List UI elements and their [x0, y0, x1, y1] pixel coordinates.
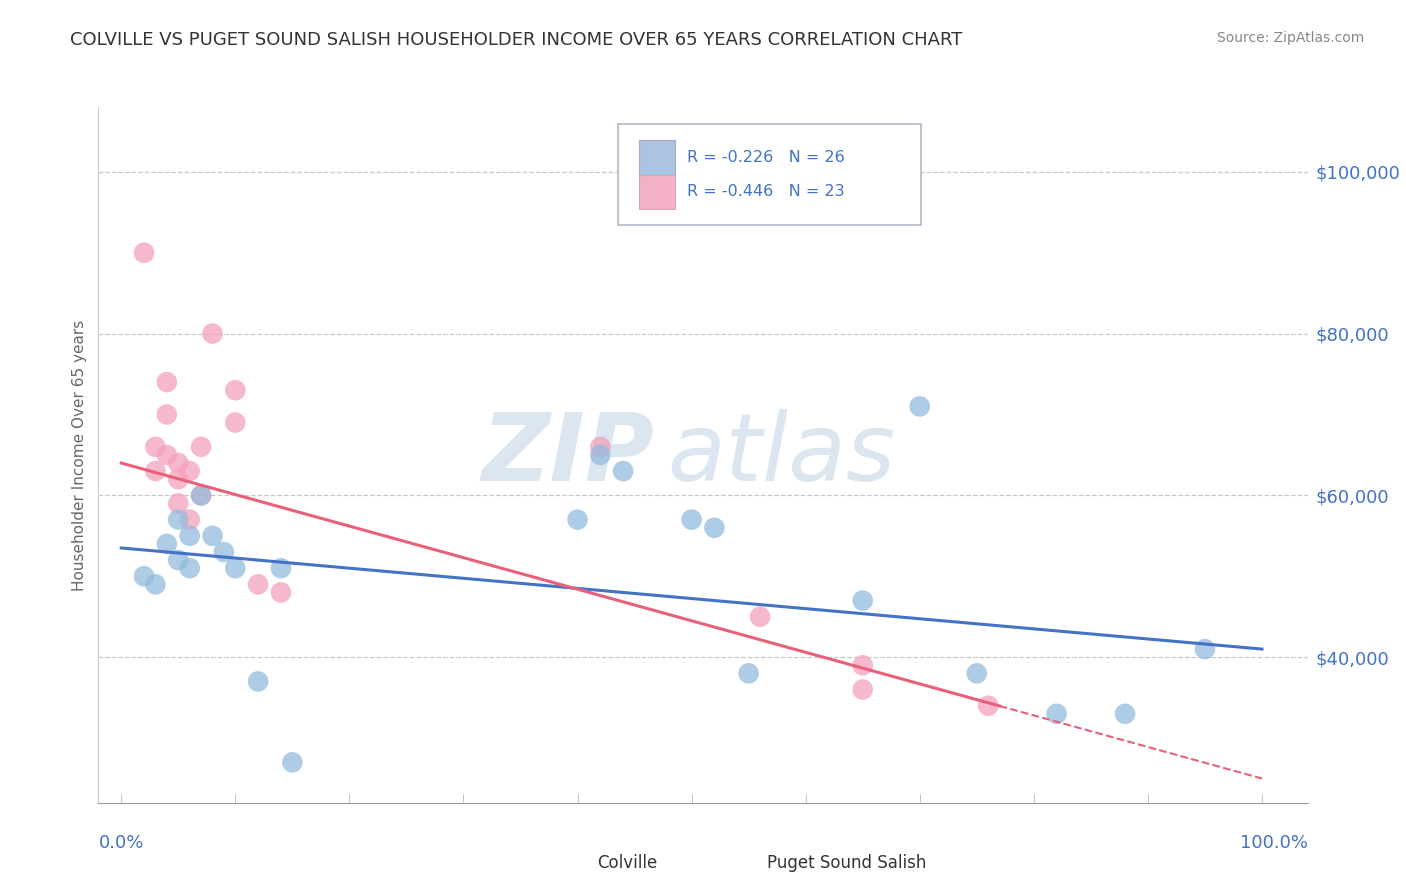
- Point: [167, 456, 190, 470]
- Point: [1114, 706, 1136, 721]
- Point: [1046, 706, 1069, 721]
- FancyBboxPatch shape: [638, 175, 675, 210]
- Point: [270, 585, 292, 599]
- Text: atlas: atlas: [666, 409, 896, 500]
- Point: [156, 537, 179, 551]
- Point: [167, 553, 190, 567]
- Point: [703, 521, 725, 535]
- FancyBboxPatch shape: [727, 856, 755, 869]
- Point: [247, 577, 270, 591]
- Point: [908, 400, 931, 414]
- Point: [190, 440, 212, 454]
- Point: [179, 464, 201, 478]
- Point: [132, 569, 155, 583]
- FancyBboxPatch shape: [638, 140, 675, 175]
- Point: [179, 529, 201, 543]
- Point: [977, 698, 1000, 713]
- Text: 0.0%: 0.0%: [98, 834, 143, 852]
- Point: [201, 529, 224, 543]
- FancyBboxPatch shape: [619, 124, 921, 226]
- Point: [179, 561, 201, 575]
- Text: 100.0%: 100.0%: [1240, 834, 1308, 852]
- Point: [167, 513, 190, 527]
- Text: ZIP: ZIP: [482, 409, 655, 501]
- Point: [749, 609, 772, 624]
- Point: [852, 658, 875, 673]
- Text: R = -0.446   N = 23: R = -0.446 N = 23: [688, 185, 845, 200]
- Point: [156, 375, 179, 389]
- Point: [737, 666, 759, 681]
- Point: [247, 674, 270, 689]
- Point: [167, 472, 190, 486]
- Point: [281, 756, 304, 770]
- Point: [966, 666, 988, 681]
- Point: [589, 448, 612, 462]
- Point: [1194, 642, 1216, 657]
- Point: [145, 440, 167, 454]
- Point: [852, 593, 875, 607]
- Point: [270, 561, 292, 575]
- Point: [612, 464, 634, 478]
- Point: [567, 513, 589, 527]
- Point: [224, 416, 246, 430]
- Point: [179, 513, 201, 527]
- Point: [167, 496, 190, 510]
- FancyBboxPatch shape: [558, 856, 585, 869]
- Text: R = -0.226   N = 26: R = -0.226 N = 26: [688, 151, 845, 165]
- Point: [589, 440, 612, 454]
- Point: [224, 561, 246, 575]
- Point: [201, 326, 224, 341]
- Y-axis label: Householder Income Over 65 years: Householder Income Over 65 years: [72, 319, 87, 591]
- Point: [145, 464, 167, 478]
- Point: [212, 545, 235, 559]
- Point: [190, 488, 212, 502]
- Point: [852, 682, 875, 697]
- Point: [190, 488, 212, 502]
- Text: Source: ZipAtlas.com: Source: ZipAtlas.com: [1216, 31, 1364, 45]
- Text: Colville: Colville: [598, 854, 658, 871]
- Text: Puget Sound Salish: Puget Sound Salish: [766, 854, 927, 871]
- Text: COLVILLE VS PUGET SOUND SALISH HOUSEHOLDER INCOME OVER 65 YEARS CORRELATION CHAR: COLVILLE VS PUGET SOUND SALISH HOUSEHOLD…: [70, 31, 963, 49]
- Point: [224, 383, 246, 397]
- Point: [156, 408, 179, 422]
- Point: [681, 513, 703, 527]
- Point: [132, 245, 155, 260]
- Point: [156, 448, 179, 462]
- Point: [145, 577, 167, 591]
